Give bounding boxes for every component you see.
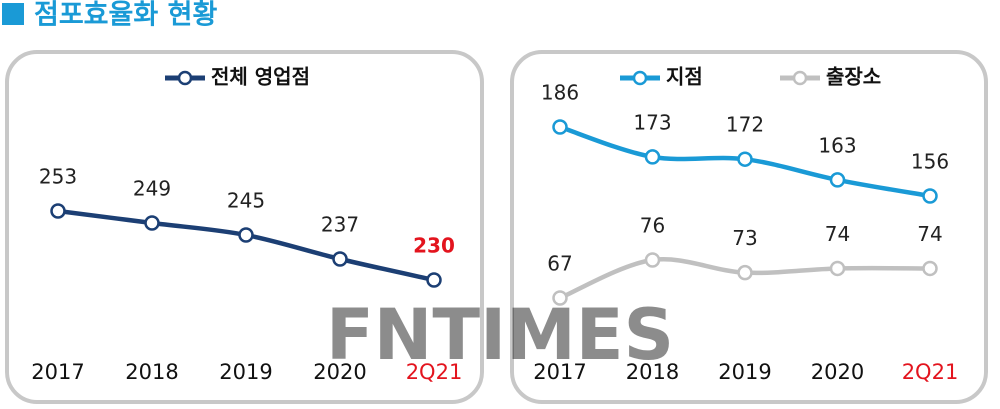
value-label: 230 [413, 234, 455, 258]
point [552, 119, 568, 135]
panel [5, 50, 484, 404]
value-label: 156 [911, 150, 949, 174]
point [50, 203, 66, 219]
legend-label: 지점 [666, 65, 703, 89]
point [426, 272, 442, 288]
value-label: 249 [133, 177, 171, 201]
point [144, 215, 160, 231]
x-tick-label: 2Q21 [902, 360, 959, 384]
value-label: 163 [818, 133, 856, 157]
x-tick-label: 2017 [533, 360, 586, 384]
x-tick-label: 2019 [219, 360, 272, 384]
legend-marker [177, 70, 193, 86]
point [737, 264, 753, 281]
value-label: 172 [726, 113, 764, 137]
point [737, 151, 753, 167]
value-label: 76 [640, 214, 665, 238]
x-tick-label: 2018 [626, 360, 679, 384]
point [829, 172, 846, 188]
title-icon [2, 3, 24, 25]
value-label: 186 [541, 81, 579, 105]
legend-label: 출장소 [826, 65, 881, 89]
point [922, 188, 938, 204]
point [332, 251, 348, 267]
x-tick-label: 2020 [313, 360, 366, 384]
value-label: 173 [633, 110, 671, 134]
value-label: 245 [227, 189, 265, 213]
legend-label: 전체 영업점 [211, 65, 310, 89]
point [922, 260, 938, 277]
panel [510, 50, 988, 404]
value-label: 74 [917, 222, 942, 246]
x-tick-label: 2Q21 [406, 360, 463, 384]
x-tick-label: 2019 [718, 360, 771, 384]
series-line [57, 208, 435, 283]
value-label: 237 [321, 213, 359, 237]
legend-marker [632, 70, 648, 86]
value-label: 253 [39, 165, 77, 189]
watermark: FNTIMES [326, 294, 674, 376]
x-tick-label: 2020 [811, 360, 864, 384]
point [644, 149, 661, 165]
value-label: 67 [547, 252, 572, 276]
page-title: 점포효율화 현황 [34, 0, 217, 31]
point [829, 260, 846, 277]
x-tick-label: 2018 [125, 360, 178, 384]
value-label: 73 [732, 226, 757, 250]
x-tick-label: 2017 [31, 360, 84, 384]
point [552, 290, 568, 306]
value-label: 74 [825, 222, 850, 246]
point [238, 227, 254, 243]
legend-marker [792, 70, 808, 86]
point [644, 252, 661, 268]
